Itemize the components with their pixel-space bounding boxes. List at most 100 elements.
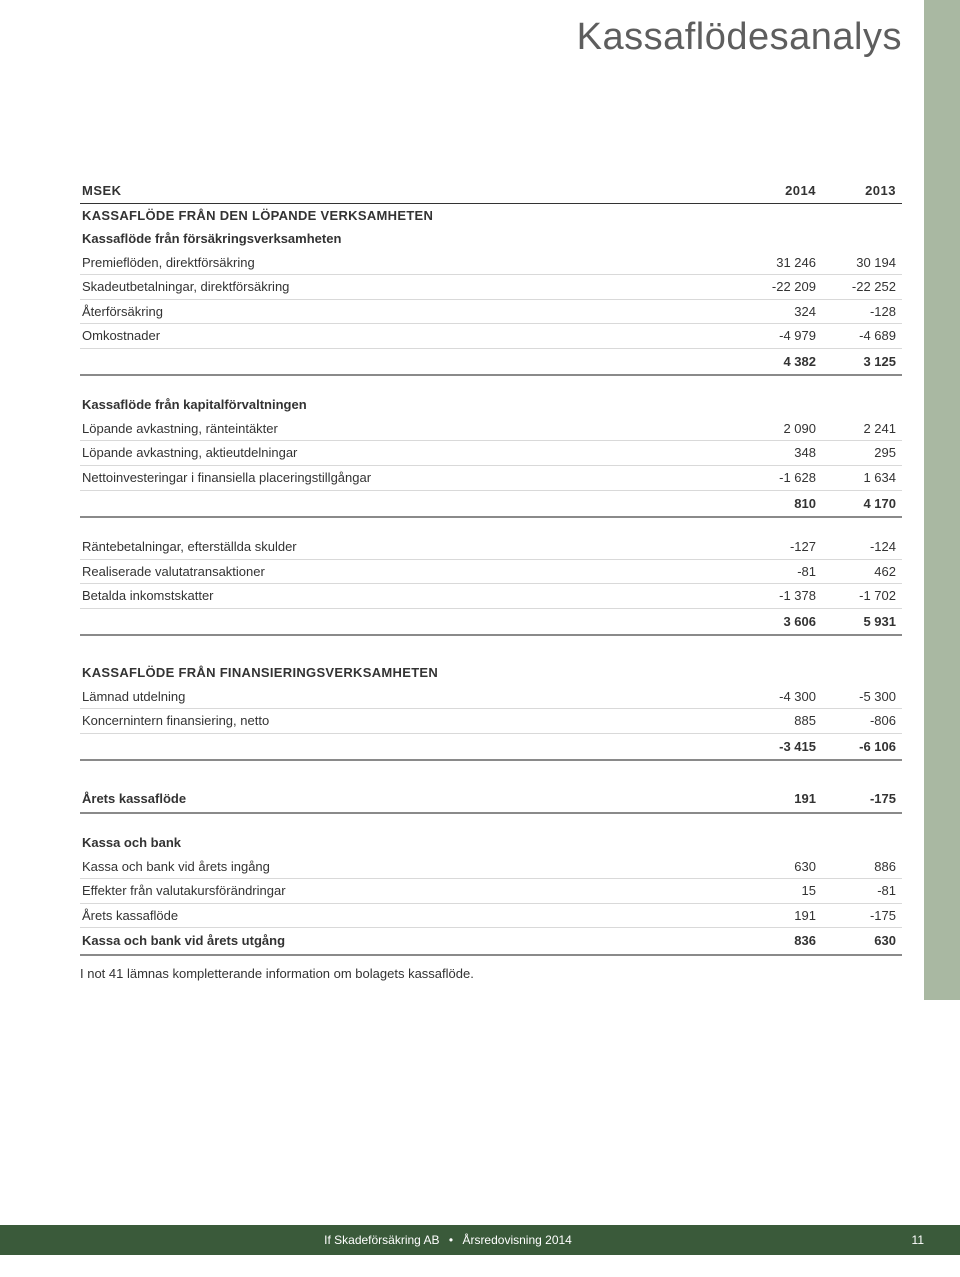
cell-2013: 3 125 (822, 348, 902, 375)
table-row: Betalda inkomstskatter-1 378-1 702 (80, 584, 902, 609)
row-label: Kassa och bank vid årets utgång (80, 928, 742, 955)
cell-2014: 191 (742, 786, 822, 813)
cell-2014: -1 628 (742, 466, 822, 491)
table-row: Koncernintern finansiering, netto885-806 (80, 709, 902, 734)
section-title: KASSAFLÖDE FRÅN DEN LÖPANDE VERKSAMHETEN (80, 203, 742, 227)
subtotal-row: 4 3823 125 (80, 348, 902, 375)
row-label: Löpande avkastning, ränteintäkter (80, 417, 742, 441)
row-label: Kassa och bank vid årets ingång (80, 855, 742, 879)
cell-2013: -5 300 (822, 685, 902, 709)
cell-2013: -175 (822, 903, 902, 928)
cell-2014: 836 (742, 928, 822, 955)
cell-2014: 191 (742, 903, 822, 928)
table-row: Räntebetalningar, efterställda skulder -1… (80, 535, 902, 559)
footer-separator: • (443, 1233, 459, 1247)
footer-bar: If Skadeförsäkring AB • Årsredovisning 2… (0, 1225, 960, 1255)
subtotal-row: 3 6065 931 (80, 608, 902, 635)
section-financing: KASSAFLÖDE FRÅN FINANSIERINGSVERKSAMHETE… (80, 661, 902, 685)
table-header-row: MSEK 2014 2013 (80, 179, 902, 203)
table-row: Effekter från valutakursförändringar15-8… (80, 879, 902, 904)
cell-2013: 4 170 (822, 490, 902, 517)
subsection-label: Kassaflöde från försäkringsverksamheten (80, 227, 742, 251)
cell-2013: 5 931 (822, 608, 902, 635)
cell-2014: -4 300 (742, 685, 822, 709)
row-label: Årets kassaflöde (80, 903, 742, 928)
cell-2014: 810 (742, 490, 822, 517)
spacer-row (80, 760, 902, 786)
row-label: Skadeutbetalningar, direktförsäkring (80, 275, 742, 300)
cashflow-table: MSEK 2014 2013 KASSAFLÖDE FRÅN DEN LÖPAN… (80, 179, 902, 956)
cell-2013: 295 (822, 441, 902, 466)
spacer-row (80, 635, 902, 661)
content-area: MSEK 2014 2013 KASSAFLÖDE FRÅN DEN LÖPAN… (0, 59, 960, 981)
cell-2013: -4 689 (822, 324, 902, 349)
row-label: Räntebetalningar, efterställda skulder (80, 535, 742, 559)
table-row: Lämnad utdelning-4 300-5 300 (80, 685, 902, 709)
table-row: Löpande avkastning, ränteintäkter2 0902 … (80, 417, 902, 441)
subsection-cash: Kassa och bank (80, 831, 902, 855)
side-band (924, 0, 960, 1000)
table-row: Återförsäkring324-128 (80, 299, 902, 324)
cell-2014: 324 (742, 299, 822, 324)
cell-2013: 2 241 (822, 417, 902, 441)
footer-doc: Årsredovisning 2014 (462, 1233, 571, 1247)
subsection-insurance: Kassaflöde från försäkringsverksamheten (80, 227, 902, 251)
row-label: Årets kassaflöde (80, 786, 742, 813)
cell-2013: 630 (822, 928, 902, 955)
table-row: Kassa och bank vid årets ingång630886 (80, 855, 902, 879)
cell-2014: 630 (742, 855, 822, 879)
cell-2014: 348 (742, 441, 822, 466)
row-label: Återförsäkring (80, 299, 742, 324)
cell-2014: 2 090 (742, 417, 822, 441)
header-label: MSEK (80, 179, 742, 203)
cell-2013: -81 (822, 879, 902, 904)
cell-2013: -1 702 (822, 584, 902, 609)
cell-2013: 1 634 (822, 466, 902, 491)
cell-2013: 886 (822, 855, 902, 879)
table-row: Nettoinvesteringar i finansiella placeri… (80, 466, 902, 491)
subtotal-row: -3 415-6 106 (80, 733, 902, 760)
cell-2014: -3 415 (742, 733, 822, 760)
table-row: Realiserade valutatransaktioner-81462 (80, 559, 902, 584)
section-title: KASSAFLÖDE FRÅN FINANSIERINGSVERKSAMHETE… (80, 661, 742, 685)
footer-text: If Skadeförsäkring AB • Årsredovisning 2… (0, 1233, 896, 1247)
cell-2014: 885 (742, 709, 822, 734)
spacer-row (80, 813, 902, 831)
subtotal-row: 8104 170 (80, 490, 902, 517)
subsection-label: Kassa och bank (80, 831, 742, 855)
cell-2013: -22 252 (822, 275, 902, 300)
table-row: Årets kassaflöde191-175 (80, 903, 902, 928)
cell-2013: 462 (822, 559, 902, 584)
section-operating: KASSAFLÖDE FRÅN DEN LÖPANDE VERKSAMHETEN (80, 203, 902, 227)
cell-2014: 31 246 (742, 251, 822, 275)
footnote-text: I not 41 lämnas kompletterande informati… (80, 966, 902, 981)
cell-2014: 3 606 (742, 608, 822, 635)
cell-2013: -6 106 (822, 733, 902, 760)
row-label: Premieflöden, direktförsäkring (80, 251, 742, 275)
cell-2013: 30 194 (822, 251, 902, 275)
row-label: Realiserade valutatransaktioner (80, 559, 742, 584)
cell-2013: -806 (822, 709, 902, 734)
row-label: Omkostnader (80, 324, 742, 349)
spacer-row (80, 517, 902, 535)
footer-company: If Skadeförsäkring AB (324, 1233, 439, 1247)
row-label: Löpande avkastning, aktieutdelningar (80, 441, 742, 466)
subsection-label: Kassaflöde från kapitalförvaltningen (80, 393, 742, 417)
cell-2014: -1 378 (742, 584, 822, 609)
table-row: Löpande avkastning, aktieutdelningar3482… (80, 441, 902, 466)
page-number: 11 (896, 1233, 924, 1247)
row-label: Lämnad utdelning (80, 685, 742, 709)
cell-2014: 4 382 (742, 348, 822, 375)
row-label: Effekter från valutakursförändringar (80, 879, 742, 904)
cell-2013: -124 (822, 535, 902, 559)
cell-2014: -4 979 (742, 324, 822, 349)
cell-2014: 15 (742, 879, 822, 904)
year-cashflow-row: Årets kassaflöde191-175 (80, 786, 902, 813)
spacer-row (80, 375, 902, 393)
cell-2014: -22 209 (742, 275, 822, 300)
cell-2013: -128 (822, 299, 902, 324)
cell-2013: -175 (822, 786, 902, 813)
page-title: Kassaflödesanalys (0, 0, 960, 59)
row-label: Nettoinvesteringar i finansiella placeri… (80, 466, 742, 491)
row-label: Betalda inkomstskatter (80, 584, 742, 609)
